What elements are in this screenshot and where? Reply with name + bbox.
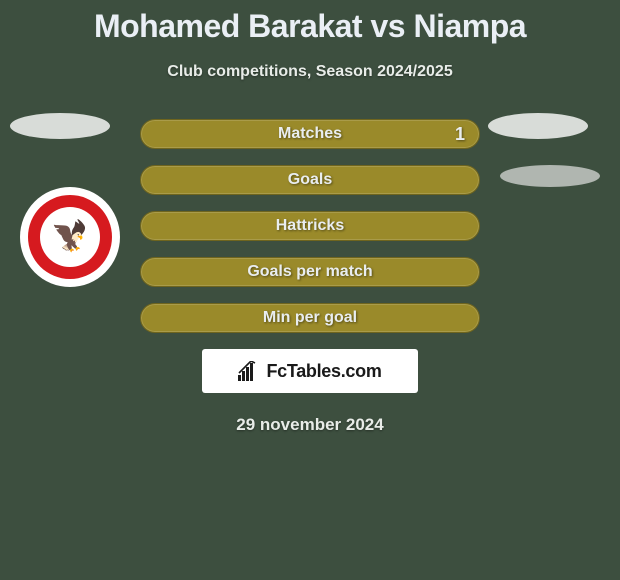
- stat-bars: Matches 1 Goals Hattricks Goals per matc…: [140, 119, 480, 333]
- stat-label: Goals per match: [141, 258, 479, 286]
- club-badge-inner: 🦅: [28, 195, 112, 279]
- stat-bar-goals-per-match: Goals per match: [140, 257, 480, 287]
- page-title: Mohamed Barakat vs Niampa: [0, 0, 620, 45]
- date-text: 29 november 2024: [0, 415, 620, 435]
- subtitle: Club competitions, Season 2024/2025: [0, 63, 620, 81]
- club-badge-center: 🦅: [40, 207, 100, 267]
- stat-label: Matches: [141, 120, 479, 148]
- attribution-badge[interactable]: FcTables.com: [202, 349, 418, 393]
- attribution-text: FcTables.com: [266, 361, 381, 382]
- avatar-placeholder-right-1: [488, 113, 588, 139]
- eagle-icon: 🦅: [51, 222, 88, 252]
- stat-bar-matches: Matches 1: [140, 119, 480, 149]
- stat-label: Min per goal: [141, 304, 479, 332]
- stat-label: Hattricks: [141, 212, 479, 240]
- stat-bar-hattricks: Hattricks: [140, 211, 480, 241]
- avatar-placeholder-right-2: [500, 165, 600, 187]
- club-badge: 🦅: [20, 187, 120, 287]
- stat-bar-min-per-goal: Min per goal: [140, 303, 480, 333]
- stat-label: Goals: [141, 166, 479, 194]
- stats-area: 🦅 Matches 1 Goals Hattricks Goals per ma…: [0, 119, 620, 333]
- bar-chart-icon: [238, 361, 260, 381]
- stat-bar-goals: Goals: [140, 165, 480, 195]
- stat-value: 1: [455, 120, 465, 148]
- avatar-placeholder-left: [10, 113, 110, 139]
